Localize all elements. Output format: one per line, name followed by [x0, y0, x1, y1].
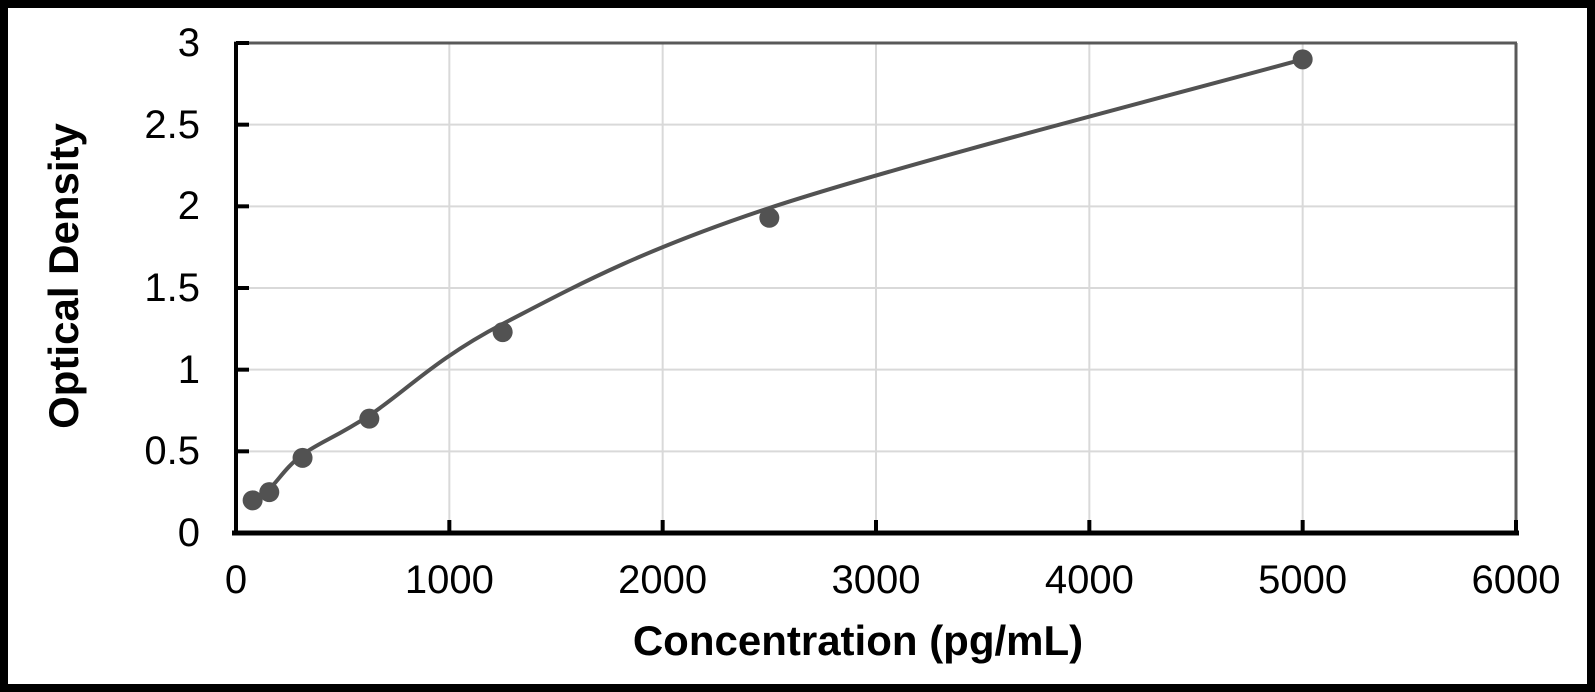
- x-tick-label: 0: [224, 558, 248, 602]
- y-tick-label: 1: [177, 347, 200, 392]
- y-tick-label: 0.5: [144, 429, 200, 474]
- x-tick-label: 5000: [1258, 558, 1348, 602]
- x-tick-label: 4000: [1044, 558, 1134, 602]
- data-point-marker: [242, 490, 263, 511]
- data-point-marker: [292, 447, 313, 468]
- x-tick-label: 6000: [1471, 558, 1561, 602]
- y-tick-label: 3: [177, 21, 200, 65]
- data-point-marker: [759, 207, 780, 228]
- x-axis-title: Concentration (pg/mL): [632, 617, 1084, 664]
- data-point-marker: [492, 322, 513, 343]
- y-tick-label: 2: [177, 184, 200, 229]
- data-point-marker: [259, 482, 280, 503]
- data-point-marker: [359, 408, 380, 429]
- x-tick-label: 2000: [618, 558, 708, 602]
- data-point-marker: [1292, 49, 1313, 70]
- y-tick-label: 0: [177, 511, 200, 555]
- x-tick-label: 1000: [404, 558, 494, 602]
- y-tick-label: 2.5: [144, 102, 200, 147]
- x-tick-label: 3000: [831, 558, 921, 602]
- y-tick-label: 1.5: [144, 266, 200, 310]
